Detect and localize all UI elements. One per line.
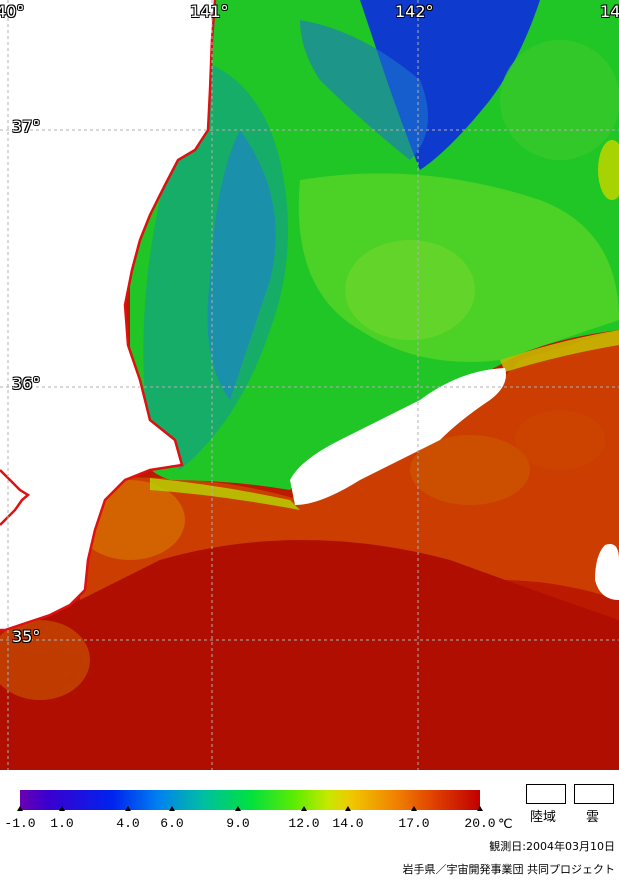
longitude-label: 142° bbox=[395, 2, 434, 21]
colorbar-tick bbox=[477, 806, 483, 811]
colorbar-tick bbox=[235, 806, 241, 811]
land-swatch bbox=[526, 784, 566, 804]
inland-coastline bbox=[0, 469, 31, 526]
colorbar-tick bbox=[345, 806, 351, 811]
colorbar-tick bbox=[169, 806, 175, 811]
latitude-label: 35° bbox=[12, 627, 41, 646]
cloud-label: 雲 bbox=[586, 810, 600, 825]
land-label: 陸域 bbox=[530, 810, 557, 825]
longitude-label: 14 bbox=[600, 2, 619, 21]
colorbar-tick-label: 14.0 bbox=[332, 816, 364, 831]
temperature-colorbar bbox=[20, 790, 480, 810]
colorbar-tick bbox=[301, 806, 307, 811]
latitude-label: 37° bbox=[12, 117, 41, 136]
colorbar-tick-label: 6.0 bbox=[160, 816, 184, 831]
coastline bbox=[0, 0, 217, 632]
colorbar-tick-label: 1.0 bbox=[50, 816, 74, 831]
colorbar-tick-label: 17.0 bbox=[398, 816, 430, 831]
cloud-swatch bbox=[574, 784, 614, 804]
colorbar-tick-label: 4.0 bbox=[116, 816, 140, 831]
cloud-area bbox=[595, 544, 619, 600]
longitude-label: 141° bbox=[190, 2, 229, 21]
temperature-unit: ℃ bbox=[498, 816, 513, 831]
longitude-label: 40° bbox=[0, 2, 25, 21]
credit-text: 岩手県／宇宙開発事業団 共同プロジェクト bbox=[402, 863, 616, 876]
latitude-label: 36° bbox=[12, 374, 41, 393]
colorbar-tick bbox=[411, 806, 417, 811]
land-area bbox=[0, 0, 215, 630]
colorbar-tick-label: -1.0 bbox=[4, 816, 36, 831]
graticule bbox=[0, 0, 619, 770]
observation-date: 観測日:2004年03月10日 bbox=[489, 840, 615, 853]
colorbar-tick bbox=[59, 806, 65, 811]
colorbar-tick bbox=[125, 806, 131, 811]
colorbar-tick bbox=[17, 806, 23, 811]
sea-surface-temperature-map: 40° 141° 142° 14 37° 36° 35° bbox=[0, 0, 619, 770]
cloud-area bbox=[290, 368, 506, 505]
map-legend: -1.0 1.0 4.0 6.0 9.0 12.0 14.0 17.0 20.0… bbox=[0, 770, 619, 881]
map-image bbox=[0, 0, 619, 770]
colorbar-tick-label: 9.0 bbox=[226, 816, 250, 831]
colorbar-tick-label: 12.0 bbox=[288, 816, 320, 831]
colorbar-tick-label: 20.0 bbox=[464, 816, 496, 831]
